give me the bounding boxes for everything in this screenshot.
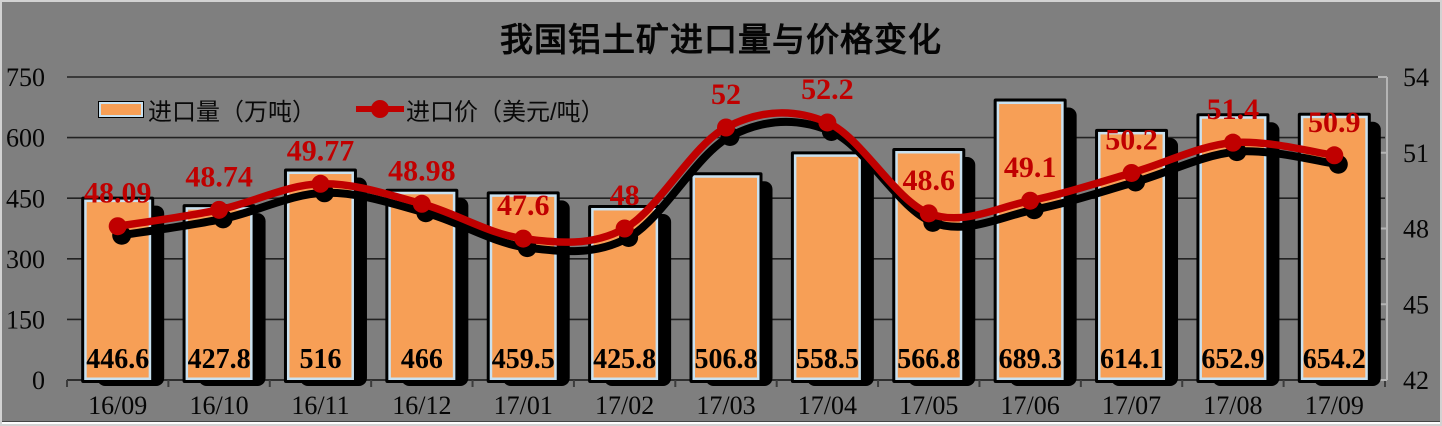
line-marker (210, 200, 229, 219)
category-label: 17/08 (1203, 391, 1262, 420)
price-label: 50.2 (1105, 123, 1158, 156)
bar (999, 104, 1062, 378)
category-label: 16/10 (189, 391, 248, 420)
left-axis-label: 750 (6, 63, 45, 92)
category-label: 16/12 (392, 391, 451, 420)
right-axis-label: 45 (1403, 290, 1429, 319)
line-marker (818, 113, 837, 132)
category-label: 17/04 (798, 391, 857, 420)
bar-value-label: 425.8 (593, 344, 656, 375)
price-label: 49.77 (287, 134, 355, 167)
bar (188, 209, 251, 378)
line-marker (919, 204, 938, 223)
bar-value-label: 654.2 (1303, 344, 1366, 375)
bar (897, 153, 960, 378)
bar-value-label: 506.8 (695, 344, 758, 375)
category-label: 16/11 (291, 391, 349, 420)
category-label: 17/09 (1305, 391, 1364, 420)
category-label: 17/02 (595, 391, 654, 420)
category-label: 16/09 (88, 391, 147, 420)
bar (796, 156, 859, 378)
right-axis-label: 42 (1403, 366, 1429, 395)
line-marker (1021, 191, 1040, 210)
legend-item-volume: 进口量（万吨） (98, 92, 316, 127)
line-marker (412, 194, 431, 213)
right-axis-label: 48 (1403, 215, 1429, 244)
left-axis-label: 600 (6, 124, 45, 153)
line-marker (311, 174, 330, 193)
bar (492, 196, 555, 378)
price-label: 48.6 (903, 164, 956, 197)
chart-legend: 进口量（万吨） 进口价（美元/吨） (98, 92, 605, 127)
left-axis-label: 450 (6, 184, 45, 213)
bar (695, 177, 757, 378)
right-axis-label: 51 (1403, 139, 1429, 168)
bar-value-label: 689.3 (999, 344, 1062, 375)
bar-value-label: 446.6 (86, 344, 149, 375)
line-series-swatch-icon (356, 99, 404, 119)
right-axis-label: 54 (1403, 63, 1429, 92)
category-label: 17/07 (1102, 391, 1161, 420)
price-label: 52 (711, 78, 741, 111)
bar-series-swatch-icon (98, 100, 144, 118)
bar-value-label: 459.5 (492, 344, 555, 375)
price-label: 48.98 (388, 154, 456, 187)
price-label: 49.1 (1004, 151, 1057, 184)
price-label: 50.9 (1308, 106, 1361, 139)
bar-value-label: 566.8 (897, 344, 960, 375)
bar-value-label: 516 (299, 344, 341, 375)
price-label: 48 (610, 179, 640, 212)
price-label: 51.4 (1207, 93, 1260, 126)
bar-value-label: 614.1 (1100, 344, 1163, 375)
price-label: 47.6 (497, 189, 550, 222)
line-marker (1223, 133, 1242, 152)
bar (390, 194, 453, 378)
chart-title: 我国铝土矿进口量与价格变化 (500, 21, 942, 58)
legend-label-volume: 进口量（万吨） (148, 98, 316, 126)
bar (289, 174, 352, 378)
price-label: 52.2 (801, 73, 854, 106)
category-label: 17/03 (696, 391, 755, 420)
legend-label-price: 进口价（美元/吨） (406, 98, 605, 126)
left-axis-label: 0 (32, 366, 45, 395)
line-marker (514, 229, 533, 248)
price-label: 48.09 (84, 177, 152, 210)
left-axis-label: 150 (6, 306, 45, 335)
bar-value-label: 652.9 (1201, 344, 1264, 375)
category-label: 17/01 (494, 391, 553, 420)
line-marker (1325, 146, 1344, 165)
price-label: 48.74 (185, 160, 253, 193)
legend-item-price: 进口价（美元/吨） (356, 92, 605, 127)
bar-value-label: 466 (401, 344, 443, 375)
line-marker (717, 118, 735, 137)
bar (1201, 118, 1264, 378)
left-axis-label: 300 (6, 245, 45, 274)
category-label: 17/05 (899, 391, 958, 420)
bar-value-label: 427.8 (188, 344, 251, 375)
line-series (108, 109, 1344, 248)
bar-value-label: 558.5 (796, 344, 859, 375)
line-marker (1122, 163, 1141, 182)
line-marker (615, 219, 634, 238)
line-marker (108, 217, 127, 236)
category-label: 17/06 (1001, 391, 1060, 420)
